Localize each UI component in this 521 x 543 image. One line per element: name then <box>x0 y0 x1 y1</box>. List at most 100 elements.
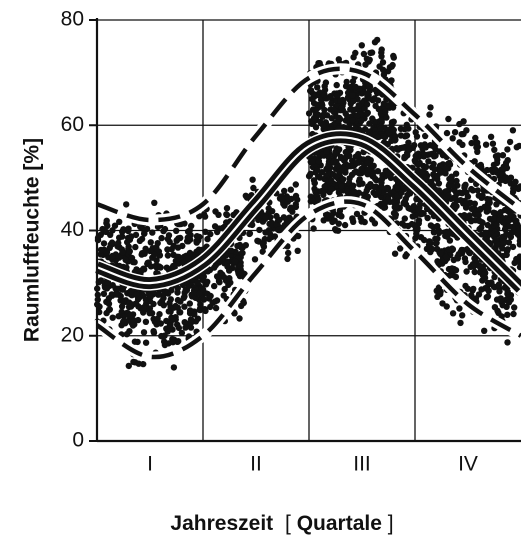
scatter-point <box>500 166 507 173</box>
scatter-point <box>118 303 126 310</box>
y-tick-label-40: 40 <box>61 218 84 241</box>
scatter-point <box>430 229 438 236</box>
scatter-point <box>150 328 157 335</box>
scatter-point <box>468 218 475 225</box>
scatter-point <box>315 60 322 67</box>
scatter-point <box>115 239 122 247</box>
scatter-point <box>450 256 457 264</box>
y-axis-title: Raumluftfeuchte [%] <box>21 138 44 342</box>
scatter-point <box>504 146 511 153</box>
scatter-point <box>353 159 360 167</box>
scatter-point <box>181 303 188 310</box>
scatter-point <box>424 214 431 222</box>
scatter-point <box>204 278 211 285</box>
y-tick-label-80: 80 <box>61 8 84 31</box>
scatter-point <box>262 229 269 236</box>
upper-band-line <box>96 66 521 223</box>
scatter-point <box>140 309 147 316</box>
scatter-point <box>356 176 363 183</box>
scatter-point <box>271 233 279 240</box>
scatter-point <box>452 267 460 274</box>
scatter-point <box>146 310 153 317</box>
scatter-point <box>164 252 172 259</box>
scatter-point <box>425 158 432 165</box>
scatter-point <box>427 222 435 229</box>
scatter-point <box>462 181 469 188</box>
scatter-point <box>340 176 347 183</box>
scatter-point <box>160 227 167 235</box>
scatter-point <box>235 269 242 276</box>
scatter-point <box>155 291 162 298</box>
scatter-point <box>157 320 164 327</box>
scatter-point <box>406 146 413 153</box>
scatter-point <box>119 249 126 256</box>
scatter-point <box>504 157 511 164</box>
scatter-point <box>262 214 269 221</box>
scatter-point <box>207 230 214 238</box>
scatter-point <box>468 205 475 213</box>
scatter-point <box>168 287 175 294</box>
scatter-point <box>336 207 344 214</box>
scatter-point <box>318 169 326 176</box>
scatter-point <box>120 313 128 320</box>
scatter-point <box>126 248 133 255</box>
scatter-point <box>333 92 340 99</box>
scatter-point <box>435 180 443 187</box>
scatter-point <box>321 183 328 190</box>
scatter-point <box>126 328 133 335</box>
scatter-point <box>446 237 454 244</box>
scatter-point <box>349 107 357 114</box>
scatter-point <box>449 310 457 317</box>
scatter-point <box>457 319 464 327</box>
scatter-point <box>482 141 490 148</box>
scatter-point <box>177 309 184 316</box>
scatter-point <box>449 135 456 142</box>
x-axis-title-part2: Quartale <box>297 512 382 535</box>
scatter-point <box>200 211 208 218</box>
scatter-point <box>364 166 372 173</box>
scatter-point <box>441 229 448 236</box>
scatter-point <box>125 303 133 311</box>
scatter-point <box>131 338 139 345</box>
scatter-point <box>492 166 499 173</box>
scatter-point <box>193 237 200 245</box>
scatter-point <box>275 226 282 234</box>
scatter-point <box>496 216 503 224</box>
scatter-point <box>397 245 404 252</box>
scatter-point <box>169 315 177 322</box>
scatter-point <box>292 192 300 200</box>
scatter-point <box>185 255 192 262</box>
scatter-point <box>119 286 127 293</box>
scatter-point <box>337 97 344 104</box>
scatter-point <box>358 42 365 49</box>
scatter-point <box>169 339 177 346</box>
scatter-point <box>489 140 497 147</box>
scatter-point <box>404 191 411 199</box>
scatter-point <box>355 102 362 109</box>
scatter-point <box>486 196 493 203</box>
scatter-point <box>255 216 262 224</box>
scatter-point <box>140 329 148 336</box>
scatter-point <box>292 181 299 188</box>
scatter-point <box>358 117 365 124</box>
scatter-point <box>120 317 128 325</box>
scatter-point <box>437 163 444 170</box>
scatter-point <box>161 338 168 345</box>
scatter-point <box>151 199 158 206</box>
scatter-point <box>215 211 222 218</box>
scatter-point <box>504 339 511 346</box>
scatter-point <box>165 308 172 315</box>
scatter-point <box>497 296 505 304</box>
scatter-point <box>130 358 137 366</box>
scatter-point <box>460 118 467 125</box>
scatter-point <box>399 220 406 227</box>
scatter-point <box>154 315 161 322</box>
scatter-point <box>474 187 481 194</box>
scatter-point <box>478 286 485 293</box>
scatter-point <box>422 132 429 140</box>
x-category-label-4: IV <box>458 453 478 476</box>
scatter-point <box>391 137 399 144</box>
scatter-point <box>484 279 492 287</box>
scatter-point <box>174 296 182 304</box>
scatter-point <box>180 259 188 266</box>
